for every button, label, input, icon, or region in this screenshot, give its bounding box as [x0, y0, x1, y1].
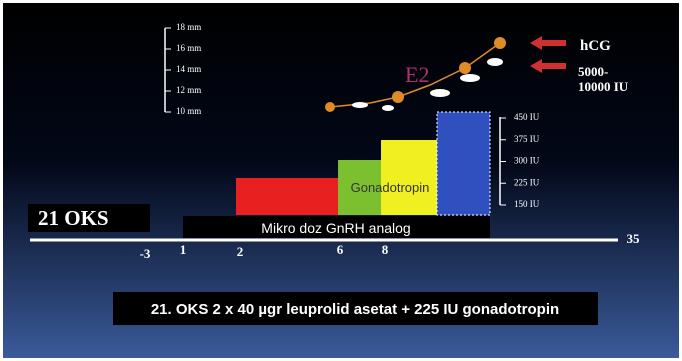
hcg-label: hCG	[580, 38, 611, 54]
dose-line: 10000 IU	[578, 79, 629, 94]
mm-label: 18 mm	[176, 22, 201, 32]
oks-label: 21 OKS	[38, 206, 109, 230]
caption: 21. OKS 2 x 40 µgr leuprolid asetat + 22…	[151, 301, 559, 318]
dose-line: 5000-	[578, 64, 608, 79]
mm-label: 16 mm	[176, 43, 201, 53]
gnrh-label: Mikro doz GnRH analog	[261, 220, 410, 236]
iu-label: 150 IU	[514, 199, 540, 209]
gonadotropin-label: Gonadotropin	[351, 180, 430, 195]
iu-label: 450 IU	[514, 112, 540, 122]
day-label: 35	[627, 231, 641, 246]
e2-label: E2	[405, 62, 429, 87]
day-label: -3	[140, 246, 151, 261]
mm-label: 14 mm	[176, 64, 201, 74]
slide: 18 mm 16 mm 14 mm 12 mm 10 mm E2 hCG 5000- 1…	[0, 0, 682, 361]
iu-label: 300 IU	[514, 156, 540, 166]
day-label: 6	[337, 242, 344, 257]
mm-label: 12 mm	[176, 85, 201, 95]
day-label: 2	[237, 244, 244, 259]
day-label: 8	[382, 242, 389, 257]
mm-label: 10 mm	[176, 106, 201, 116]
day-label: 1	[180, 242, 187, 257]
iu-label: 225 IU	[514, 177, 540, 187]
iu-label: 375 IU	[514, 134, 540, 144]
